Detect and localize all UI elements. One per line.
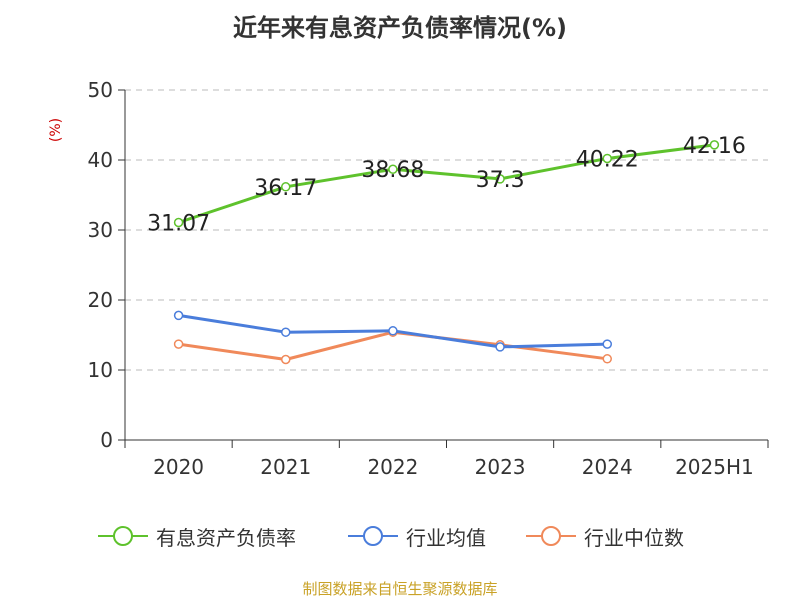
x-tick-label: 2022 bbox=[367, 455, 418, 479]
y-tick-label: 40 bbox=[88, 148, 113, 172]
data-point bbox=[709, 140, 720, 150]
data-point bbox=[388, 326, 398, 336]
data-point bbox=[602, 354, 612, 364]
axes: 0 10 20 30 40 50 2020 2021 2022 2023 2024 2025H1 bbox=[88, 78, 769, 479]
legend-item-rate[interactable]: 有息资产负债率 bbox=[98, 520, 296, 552]
legend-marker-rate bbox=[98, 526, 148, 546]
data-point bbox=[281, 182, 291, 192]
source-footer: 制图数据来自恒生聚源数据库 bbox=[302, 580, 498, 598]
data-point bbox=[173, 339, 184, 349]
data-label: 36.17 bbox=[254, 176, 317, 201]
data-point bbox=[173, 217, 184, 228]
series-line bbox=[178, 143, 715, 224]
data-point bbox=[388, 164, 398, 174]
x-tick-label: 2021 bbox=[260, 455, 311, 479]
x-tick-label: 2023 bbox=[475, 455, 526, 479]
data-point bbox=[495, 174, 505, 184]
y-tick-label: 50 bbox=[88, 78, 113, 102]
data-label: 40.22 bbox=[576, 147, 639, 172]
data-point bbox=[281, 354, 291, 365]
series-lines bbox=[173, 140, 720, 365]
data-labels: 31.07 36.17 38.68 37.3 40.22 42.16 bbox=[147, 134, 746, 237]
y-tick-label: 0 bbox=[100, 428, 113, 452]
y-tick-label: 30 bbox=[88, 218, 113, 242]
legend-label-rate: 有息资产负债率 bbox=[156, 525, 296, 550]
data-label: 31.07 bbox=[147, 212, 210, 237]
x-tick-label: 2020 bbox=[153, 455, 204, 479]
data-label: 38.68 bbox=[361, 158, 424, 183]
legend-marker-median bbox=[526, 526, 576, 546]
x-tick-label: 2024 bbox=[582, 455, 633, 479]
legend-item-mean[interactable]: 行业均值 bbox=[348, 520, 486, 552]
legend-item-median[interactable]: 行业中位数 bbox=[526, 520, 684, 552]
data-label: 42.16 bbox=[683, 134, 746, 159]
data-point bbox=[602, 339, 612, 349]
data-label: 37.3 bbox=[476, 168, 525, 193]
legend-label-median: 行业中位数 bbox=[584, 525, 684, 550]
legend-marker-mean bbox=[348, 526, 398, 546]
data-point bbox=[602, 153, 612, 164]
y-tick-label: 20 bbox=[88, 288, 113, 312]
x-tick-label: 2025H1 bbox=[675, 455, 754, 479]
chart-title: 近年来有息资产负债率情况(%) bbox=[233, 14, 567, 42]
legend-label-mean: 行业均值 bbox=[406, 525, 486, 550]
y-tick-label: 10 bbox=[88, 358, 113, 382]
legend: 有息资产负债率 行业均值 行业中位数 bbox=[0, 520, 800, 552]
data-point bbox=[495, 342, 505, 352]
data-point bbox=[173, 310, 184, 321]
grid-lines bbox=[125, 89, 768, 371]
data-point bbox=[281, 327, 291, 337]
